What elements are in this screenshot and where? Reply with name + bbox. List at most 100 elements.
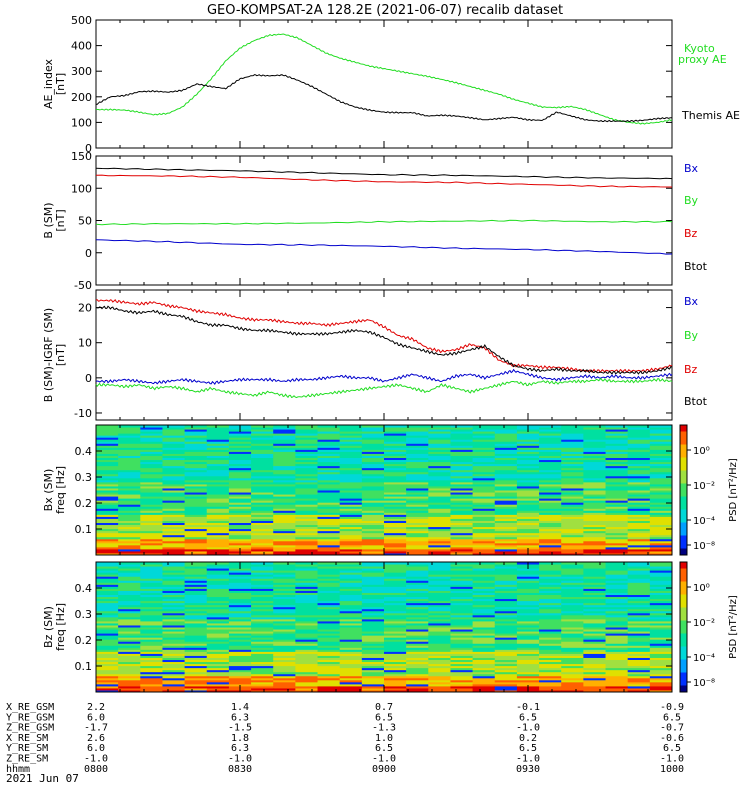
spectrogram-cell: [96, 494, 119, 497]
spectrogram-cell: [184, 481, 208, 485]
spectrogram-cell: [627, 473, 651, 477]
spectrogram-cell: [649, 429, 673, 432]
spectrogram-cell: [96, 538, 119, 542]
spectrogram-cell: [317, 596, 341, 600]
spectrogram-cell: [228, 490, 252, 493]
spectrogram-cell: [583, 627, 607, 630]
spectrogram-cell: [339, 550, 363, 554]
spectrogram-cell: [228, 604, 252, 608]
spectrogram-cell: [317, 675, 341, 679]
spectrogram-cell: [583, 580, 607, 583]
spectrogram-cell: [96, 449, 119, 452]
spectrogram-cell: [273, 592, 296, 595]
spectrogram-cell: [583, 540, 607, 544]
spectrogram-cell: [494, 544, 518, 548]
spectrogram-cell: [583, 566, 607, 569]
spectrogram-cell: [184, 487, 208, 491]
spectrogram-cell: [184, 598, 208, 602]
spectrogram-cell: [273, 463, 296, 467]
spectrogram-cell: [472, 524, 496, 528]
spectrogram-cell: [295, 530, 319, 534]
spectrogram-cell: [206, 544, 230, 548]
spectrogram-cell: [162, 546, 186, 550]
spectrogram-cell: [96, 631, 119, 634]
spectrogram-cell: [295, 443, 319, 446]
spectrogram-cell: [649, 631, 673, 634]
spectrogram-cell: [295, 681, 319, 685]
colorbar-segment: [680, 682, 687, 686]
spectrogram-cell: [539, 542, 562, 546]
spectrogram-cell: [118, 661, 141, 665]
spectrogram-cell: [494, 659, 518, 663]
spectrogram-cell: [649, 546, 673, 550]
spectrogram-cell: [649, 461, 673, 465]
spectrogram-cell: [317, 473, 341, 477]
spectrogram-cell: [273, 441, 296, 444]
spectrogram-cell: [228, 649, 252, 652]
orbit-value: 0830: [228, 764, 252, 775]
spectrogram-cell: [251, 538, 274, 542]
spectrogram-cell: [96, 685, 119, 689]
spectrogram-cell: [118, 622, 141, 626]
y-axis-label: B (SM): [42, 202, 55, 238]
spectrogram-cell: [561, 659, 584, 663]
spectrogram-cell: [317, 465, 341, 469]
spectrogram-cell: [494, 530, 518, 534]
spectrogram-cell: [539, 655, 562, 658]
spectrogram-cell: [649, 441, 673, 444]
spectrogram-cell: [162, 635, 186, 638]
spectrogram-cell: [384, 494, 407, 497]
spectrogram-cell: [184, 457, 208, 461]
spectrogram-cell: [450, 510, 474, 513]
spectrogram-cell: [140, 502, 163, 505]
spectrogram-cell: [561, 494, 584, 497]
spectrogram-cell: [583, 689, 607, 693]
spectrogram-cell: [539, 552, 562, 556]
spectrogram-cell: [228, 540, 252, 544]
spectrogram-cell: [162, 447, 186, 450]
spectrogram-cell: [406, 574, 429, 577]
spectrogram-cell: [228, 508, 252, 511]
spectrogram-cell: [472, 570, 496, 573]
spectrogram-cell: [583, 647, 607, 650]
spectrogram-cell: [206, 651, 230, 654]
spectrogram-cell: [649, 504, 673, 507]
spectrogram-cell: [406, 594, 429, 598]
orbit-row-label: X_RE_SM: [6, 733, 48, 744]
spectrogram-cell: [273, 622, 296, 626]
spectrogram-cell: [162, 643, 186, 646]
spectrogram-cell: [295, 435, 319, 438]
spectrogram-cell: [627, 616, 651, 620]
spectrogram-cell: [472, 467, 496, 471]
spectrogram-cell: [561, 544, 584, 548]
spectrogram-cell: [384, 645, 407, 648]
spectrogram-cell: [273, 620, 296, 624]
spectrogram-cell: [472, 643, 496, 646]
spectrogram-cell: [251, 542, 274, 546]
series-line-by: [95, 219, 673, 226]
spectrogram-cell: [384, 443, 407, 446]
spectrogram-cell: [649, 586, 673, 589]
spectrogram-cell: [561, 425, 584, 428]
spectrogram-cell: [273, 510, 296, 513]
spectrogram-cell: [406, 618, 429, 622]
spectrogram-cell: [273, 479, 296, 483]
spectrogram-cell: [384, 546, 407, 550]
spectrogram-cell: [118, 685, 141, 689]
spectrogram-cell: [384, 608, 407, 612]
spectrogram-cell: [450, 447, 474, 450]
spectrogram-cell: [605, 582, 629, 585]
spectrogram-cell: [649, 457, 673, 461]
spectrogram-cell: [583, 620, 607, 624]
spectrogram-cell: [539, 461, 562, 465]
spectrogram-cell: [539, 641, 562, 644]
spectrogram-cell: [384, 550, 407, 554]
spectrogram-cell: [118, 429, 141, 432]
spectrogram-cell: [450, 485, 474, 489]
spectrogram-cell: [96, 639, 119, 642]
spectrogram-cell: [627, 516, 651, 519]
spectrogram-cell: [251, 477, 274, 481]
spectrogram-cell: [494, 616, 518, 620]
spectrogram-cell: [450, 568, 474, 571]
